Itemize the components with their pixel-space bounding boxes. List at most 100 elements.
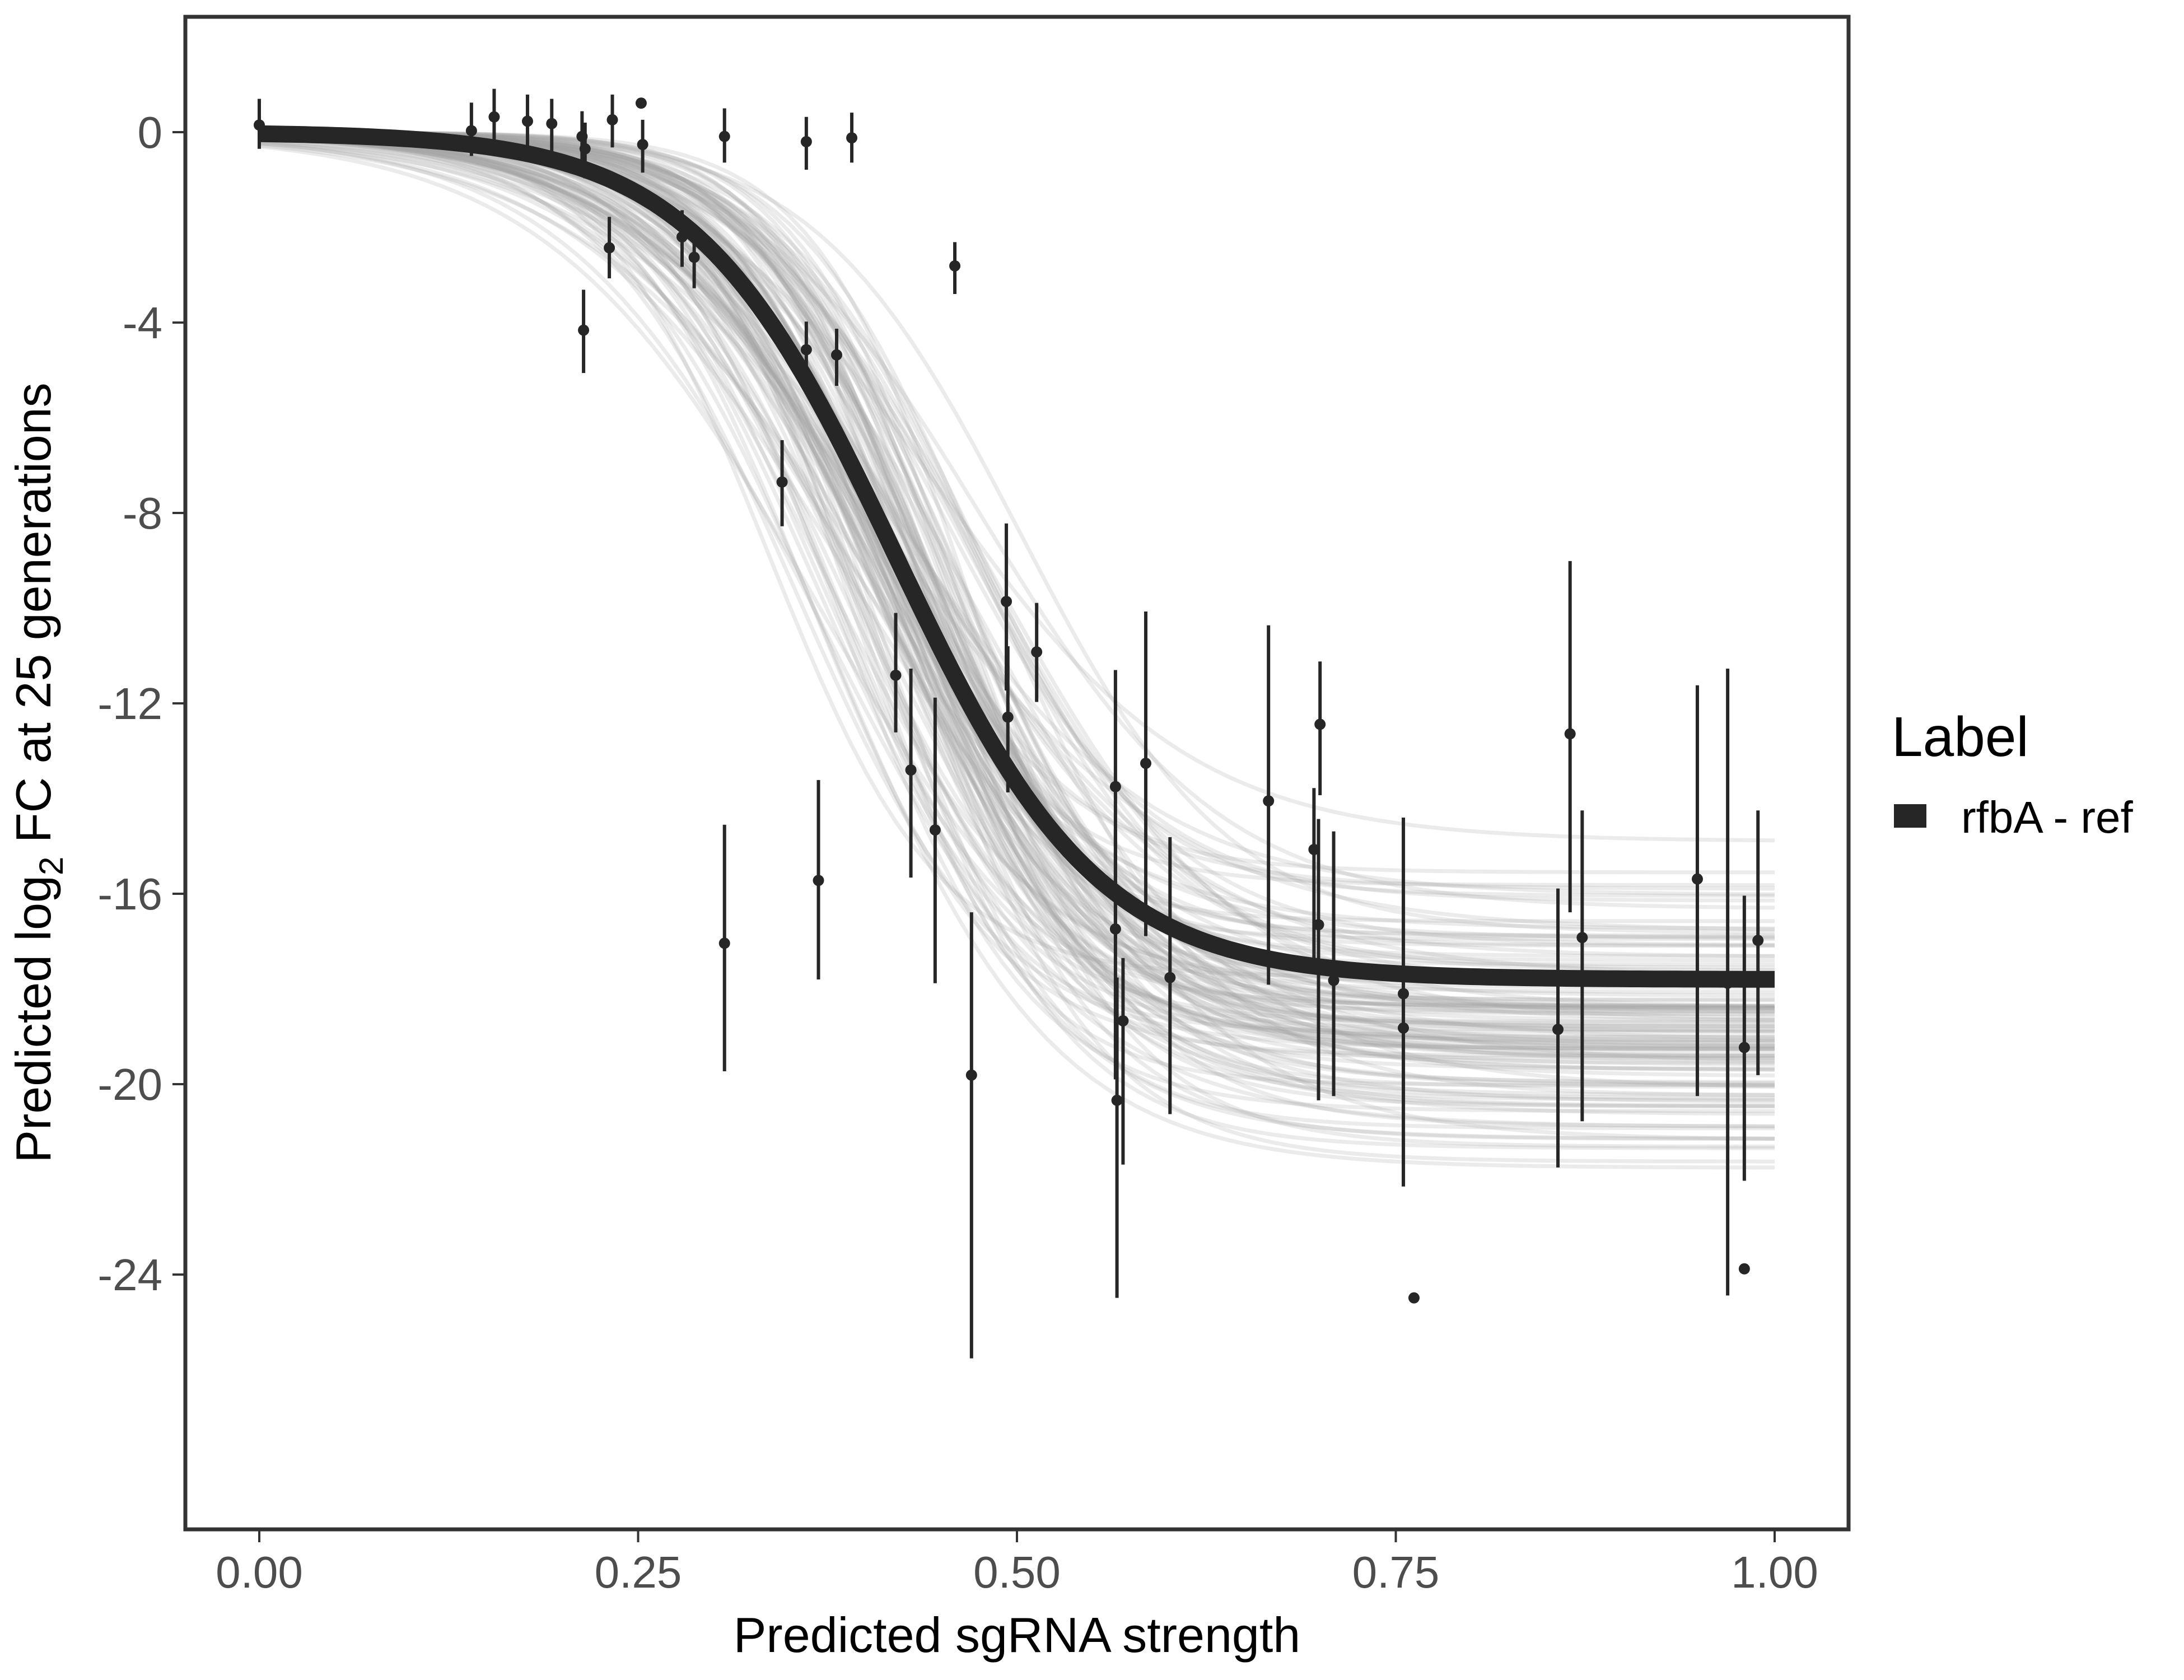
data-point [846, 113, 858, 163]
data-point [1691, 685, 1703, 1096]
legend-title: Label [1892, 706, 2029, 768]
point-marker [1002, 711, 1014, 723]
posterior-draw-line [259, 136, 1775, 1170]
y-tick-label: -8 [123, 488, 162, 538]
posterior-draw-line [259, 130, 1775, 1058]
posterior-draw-line [259, 130, 1775, 967]
data-point [465, 102, 477, 156]
point-marker [1117, 1015, 1129, 1026]
point-marker [929, 824, 941, 836]
data-point [718, 824, 730, 1072]
posterior-draw-line [259, 138, 1775, 976]
point-marker [604, 242, 615, 254]
data-point [1564, 561, 1576, 913]
posterior-draw-line [259, 130, 1775, 1008]
point-marker [830, 349, 842, 361]
y-axis: 0 -4 -8 -12 -16 -20 -24 [97, 108, 184, 1300]
y-tick-label: 0 [138, 108, 163, 157]
point-marker [1314, 718, 1326, 730]
data-point [1117, 958, 1129, 1165]
x-axis-title: Predicted sgRNA strength [734, 1607, 1301, 1663]
point-marker [1564, 728, 1576, 740]
point-marker [1328, 974, 1340, 986]
legend: Label rfbA - ref [1892, 706, 2134, 842]
posterior-draw-line [259, 136, 1775, 1104]
posterior-draw-line [259, 133, 1775, 1097]
posterior-draw-line [259, 134, 1775, 1051]
data-point [949, 242, 961, 294]
posterior-draw-line [259, 130, 1775, 1043]
posterior-draw-line [259, 133, 1775, 1085]
y-tick-label: -20 [97, 1060, 162, 1109]
posterior-draw-line [259, 134, 1775, 1052]
point-marker [800, 136, 812, 147]
data-point [813, 780, 824, 979]
data-point [1164, 837, 1176, 1114]
fit-curve-group [259, 125, 1775, 988]
y-axis-title-part-2: FC at 25 generations [6, 382, 61, 856]
posterior-draw-line [259, 130, 1775, 1128]
posterior-draw-line [259, 134, 1775, 1012]
x-tick-label: 1.00 [1731, 1547, 1818, 1597]
point-marker [800, 344, 812, 356]
point-marker [890, 669, 902, 681]
point-marker [1552, 1024, 1564, 1035]
posterior-draw-line [259, 134, 1775, 958]
point-marker [1109, 781, 1121, 792]
point-marker [1738, 1042, 1750, 1053]
posterior-draw-line [259, 135, 1775, 1049]
point-marker [637, 139, 648, 151]
data-point [578, 290, 590, 374]
point-marker [488, 111, 500, 123]
y-axis-title-subscript: 2 [32, 857, 70, 875]
point-marker [1308, 843, 1320, 855]
posterior-draw-line [259, 130, 1775, 1007]
posterior-draw-line [259, 130, 1775, 1010]
point-marker [1752, 935, 1764, 946]
legend-key-rfba-ref [1894, 804, 1926, 828]
point-marker [1738, 1263, 1750, 1275]
posterior-draw-line [259, 130, 1775, 941]
point-marker [688, 251, 700, 263]
panel-border [183, 15, 1851, 1532]
posterior-draw-line [259, 133, 1775, 891]
point-marker [606, 114, 618, 125]
point-marker [254, 119, 265, 131]
y-tick-label: -4 [123, 298, 162, 348]
point-marker [718, 937, 730, 949]
data-point [254, 99, 265, 149]
point-marker [846, 132, 858, 144]
point-marker [1140, 758, 1152, 769]
point-marker [1111, 1094, 1123, 1106]
posterior-draw-line [259, 130, 1775, 1149]
posterior-draw-line [259, 139, 1775, 1062]
posterior-draw-line [259, 132, 1775, 1113]
posterior-draw-line [259, 130, 1775, 1089]
point-marker [1031, 646, 1043, 658]
point-marker [579, 143, 591, 155]
point-marker [465, 125, 477, 137]
posterior-draw-line [259, 130, 1775, 1038]
data-point [905, 668, 917, 878]
posterior-draw-line [259, 141, 1775, 1009]
data-point [1398, 897, 1410, 1186]
data-point [776, 440, 788, 526]
data-point [1738, 895, 1750, 1181]
x-tick-label: 0.00 [216, 1547, 303, 1597]
posterior-draw-line [259, 130, 1775, 970]
data-point [1111, 977, 1123, 1298]
x-tick-label: 0.75 [1352, 1547, 1440, 1597]
point-marker [965, 1069, 977, 1081]
posterior-draw-line [259, 136, 1775, 1022]
data-point [1552, 888, 1564, 1168]
y-axis-title-part-1: Predicted log [6, 875, 61, 1163]
point-marker [1408, 1292, 1420, 1304]
point-marker [1313, 919, 1324, 931]
data-point [800, 116, 812, 170]
point-marker [1691, 873, 1703, 885]
data-point [890, 613, 902, 732]
posterior-draw-line [259, 130, 1775, 972]
x-axis: 0.00 0.25 0.50 0.75 1.00 [216, 1531, 1818, 1597]
